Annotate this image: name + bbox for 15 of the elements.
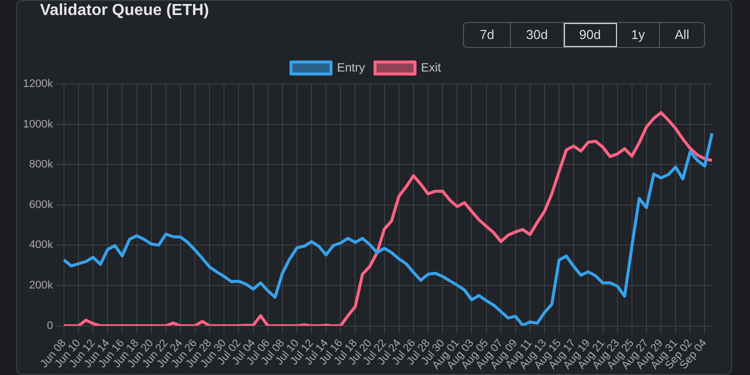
- chart-title: Validator Queue (ETH): [40, 2, 209, 20]
- y-tick-label: 800k: [29, 158, 54, 171]
- y-tick-label: 400k: [29, 239, 54, 252]
- text: 90d: [564, 23, 617, 47]
- text: 1y: [617, 23, 660, 47]
- legend-label: Exit: [421, 60, 442, 74]
- y-tick-label: 200k: [29, 280, 54, 292]
- y-tick-label: 1000k: [22, 118, 54, 130]
- text: 7d: [464, 23, 511, 47]
- y-tick-label: 600k: [29, 198, 54, 211]
- text: All: [674, 26, 690, 44]
- y-tick-label: 1200k: [22, 78, 54, 90]
- legend-label: Entry: [336, 60, 366, 74]
- text: 30d: [511, 23, 564, 47]
- y-tick-label: 0: [46, 320, 53, 332]
